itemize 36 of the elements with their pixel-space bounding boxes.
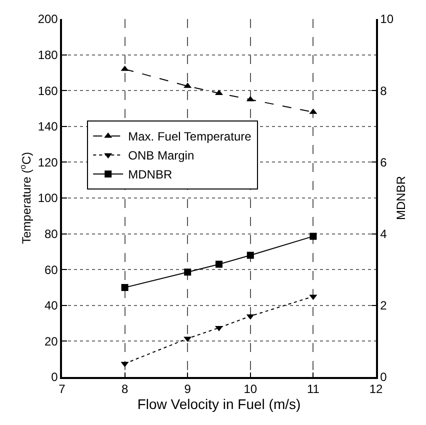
x-tick-label: 12 xyxy=(369,382,383,396)
y2-tick-label: 10 xyxy=(380,12,394,26)
y-tick-label: 20 xyxy=(44,334,58,348)
y-tick-label: 140 xyxy=(38,120,58,134)
y-tick-label: 120 xyxy=(38,155,58,170)
y-tick-label: 60 xyxy=(44,262,58,277)
point xyxy=(121,284,128,291)
legend-label: MDNBR xyxy=(128,168,172,182)
y2-tick-label: 6 xyxy=(380,155,388,170)
y2-tick-label: 0 xyxy=(380,370,388,384)
x-tick-label: 8 xyxy=(121,382,128,396)
y-tick-label: 80 xyxy=(44,227,58,241)
y-tick-label: 180 xyxy=(38,48,58,62)
point xyxy=(246,314,254,320)
x-tick-label: 9 xyxy=(184,382,192,396)
point xyxy=(246,252,254,259)
x-tick-label: 7 xyxy=(58,382,66,396)
legend-label: Max. Fuel Temperature xyxy=(128,130,252,144)
y-tick-label: 160 xyxy=(38,84,58,98)
y-tick-label: 200 xyxy=(38,12,58,26)
x-tick-label: 11 xyxy=(306,382,320,396)
point xyxy=(184,268,192,276)
point xyxy=(310,232,317,240)
y-tick-label: 40 xyxy=(44,298,58,313)
x-tick-label: 10 xyxy=(244,382,258,396)
y-tick-label: 0 xyxy=(51,370,58,384)
y2-axis-title: MDNBR xyxy=(394,176,408,220)
y2-tick-label: 8 xyxy=(380,84,388,98)
legend-label: ONB Margin xyxy=(128,148,194,163)
point xyxy=(184,336,192,342)
x-axis-title: Flow Velocity in Fuel (m/s) xyxy=(137,396,301,412)
y-tick-label: 100 xyxy=(38,191,58,206)
y2-tick-label: 4 xyxy=(380,227,388,241)
point xyxy=(120,362,129,368)
y2-tick-label: 2 xyxy=(380,298,388,313)
point xyxy=(216,260,222,268)
